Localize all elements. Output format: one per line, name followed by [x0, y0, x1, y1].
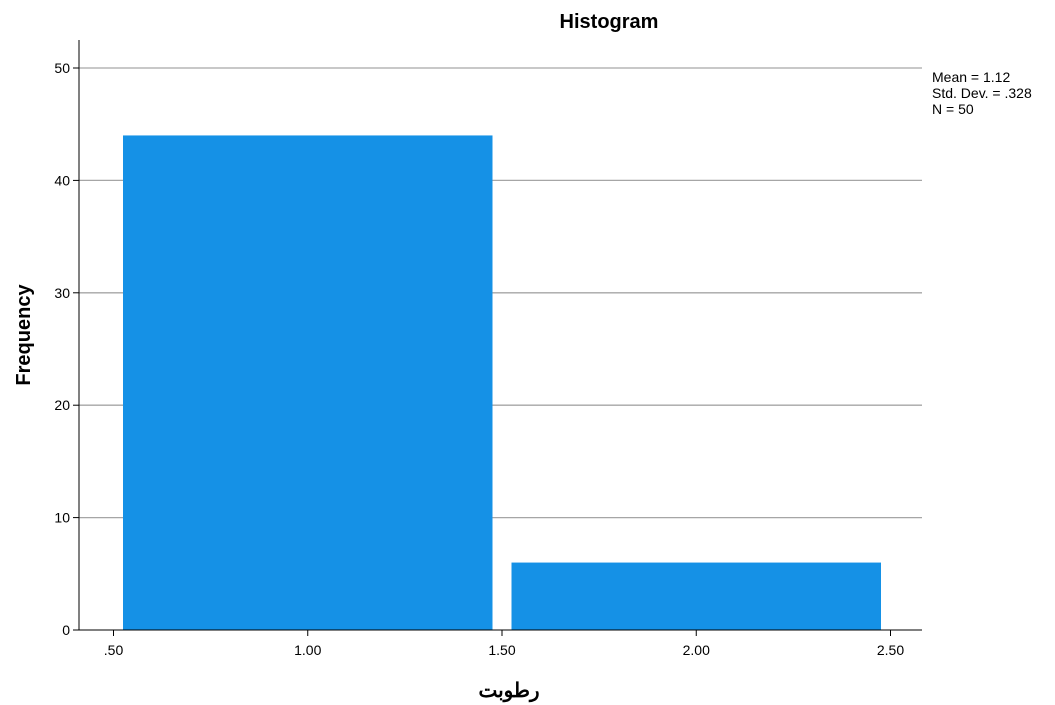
x-tick-label: 1.00	[294, 642, 321, 658]
histogram-bar	[512, 563, 882, 630]
stat-n: N = 50	[932, 101, 974, 117]
y-tick-label: 20	[54, 397, 70, 413]
x-tick-label: 2.00	[683, 642, 710, 658]
histogram-bar	[123, 135, 493, 630]
chart-title: Histogram	[560, 11, 659, 33]
stat-mean: Mean = 1.12	[932, 69, 1010, 85]
x-tick-label: 1.50	[488, 642, 515, 658]
x-tick-label: 2.50	[877, 642, 904, 658]
y-tick-label: 30	[54, 285, 70, 301]
x-axis-label: رطوبت	[478, 680, 539, 703]
bars	[123, 135, 881, 630]
y-axis-label: Frequency	[13, 284, 35, 386]
y-tick-label: 0	[62, 622, 70, 638]
stat-std-dev: Std. Dev. = .328	[932, 85, 1032, 101]
y-tick-label: 40	[54, 172, 70, 188]
y-tick-label: 50	[54, 60, 70, 76]
x-tick-label: .50	[104, 642, 124, 658]
y-tick-label: 10	[54, 510, 70, 526]
